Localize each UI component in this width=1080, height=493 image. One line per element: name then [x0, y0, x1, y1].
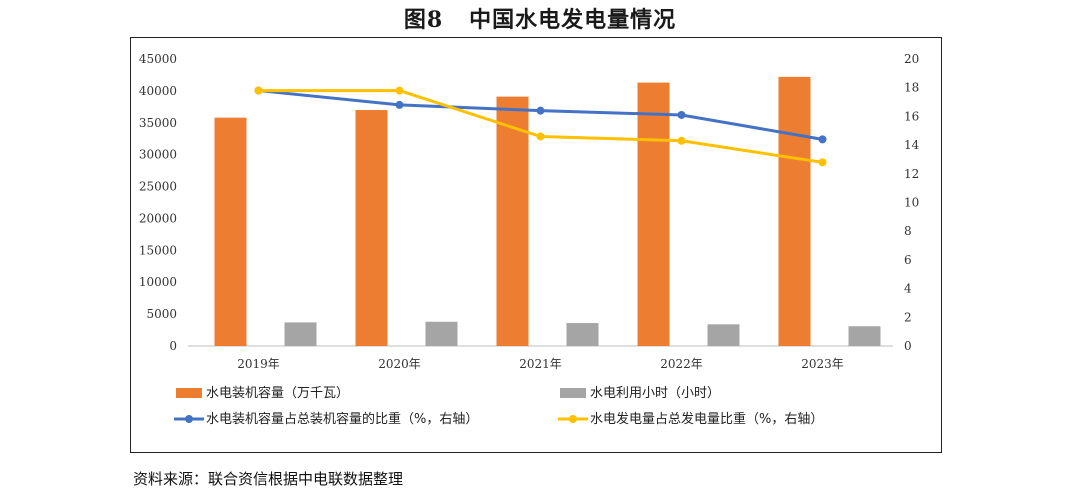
line-point: [818, 158, 827, 167]
y2-tick-label: 20: [904, 52, 919, 66]
y-tick-label: 15000: [139, 243, 177, 257]
y-tick-label: 30000: [139, 148, 177, 162]
legend-label: 水电装机容量占总装机容量的比重（%，右轴）: [206, 411, 478, 427]
x-tick-label: 2020年: [378, 357, 421, 371]
x-tick-label: 2023年: [801, 357, 844, 371]
y2-tick-label: 8: [904, 224, 912, 238]
line-point: [254, 86, 263, 95]
x-tick-label: 2022年: [660, 357, 703, 371]
legend-label: 水电利用小时（小时）: [590, 386, 720, 401]
y-tick-label: 20000: [139, 211, 177, 225]
bar: [425, 321, 458, 346]
y2-tick-label: 12: [904, 167, 919, 181]
bar: [214, 117, 247, 346]
bar: [637, 82, 670, 346]
line-point: [395, 100, 404, 109]
line-point: [395, 86, 404, 95]
line-point: [677, 110, 686, 119]
y-tick-label: 0: [169, 339, 177, 353]
y-tick-label: 35000: [139, 116, 177, 130]
y2-tick-label: 16: [904, 109, 919, 123]
line-point: [536, 132, 545, 141]
y2-tick-label: 0: [904, 339, 912, 353]
legend-marker: [185, 415, 193, 423]
bar: [566, 323, 599, 346]
bar: [284, 322, 317, 346]
legend-marker: [569, 415, 577, 423]
chart-title: 图8 中国水电发电量情况: [0, 2, 1080, 34]
legend-swatch: [560, 388, 586, 398]
series-line: [258, 89, 823, 141]
bar: [355, 110, 388, 347]
y2-tick-label: 6: [904, 253, 912, 267]
legend-label: 水电发电量占总发电量比重（%，右轴）: [590, 411, 823, 427]
bar: [707, 324, 740, 346]
y2-tick-label: 4: [904, 282, 912, 296]
y2-tick-label: 2: [904, 310, 912, 324]
source-note: 资料来源：联合资信根据中电联数据整理: [133, 470, 404, 488]
x-tick-label: 2021年: [519, 357, 562, 371]
y2-tick-label: 10: [904, 196, 919, 210]
x-tick-label: 2019年: [237, 357, 280, 371]
y2-tick-label: 14: [904, 138, 920, 152]
bar: [496, 96, 529, 346]
line-point: [536, 106, 545, 115]
y-tick-label: 10000: [139, 275, 177, 289]
y2-tick-label: 18: [904, 81, 919, 95]
chart-frame: [130, 37, 942, 453]
figure-number: 图8: [403, 7, 444, 33]
y-tick-label: 45000: [139, 52, 177, 66]
y-tick-label: 5000: [146, 307, 177, 321]
bar: [848, 326, 881, 346]
line-point: [818, 135, 827, 144]
y-tick-label: 25000: [139, 180, 177, 194]
legend-swatch: [176, 388, 202, 398]
y-tick-label: 40000: [139, 84, 177, 98]
bar: [778, 76, 811, 346]
legend-label: 水电装机容量（万千瓦）: [206, 385, 349, 401]
series-line: [258, 89, 823, 164]
line-point: [677, 136, 686, 145]
figure-title: 中国水电发电量情况: [469, 7, 677, 33]
